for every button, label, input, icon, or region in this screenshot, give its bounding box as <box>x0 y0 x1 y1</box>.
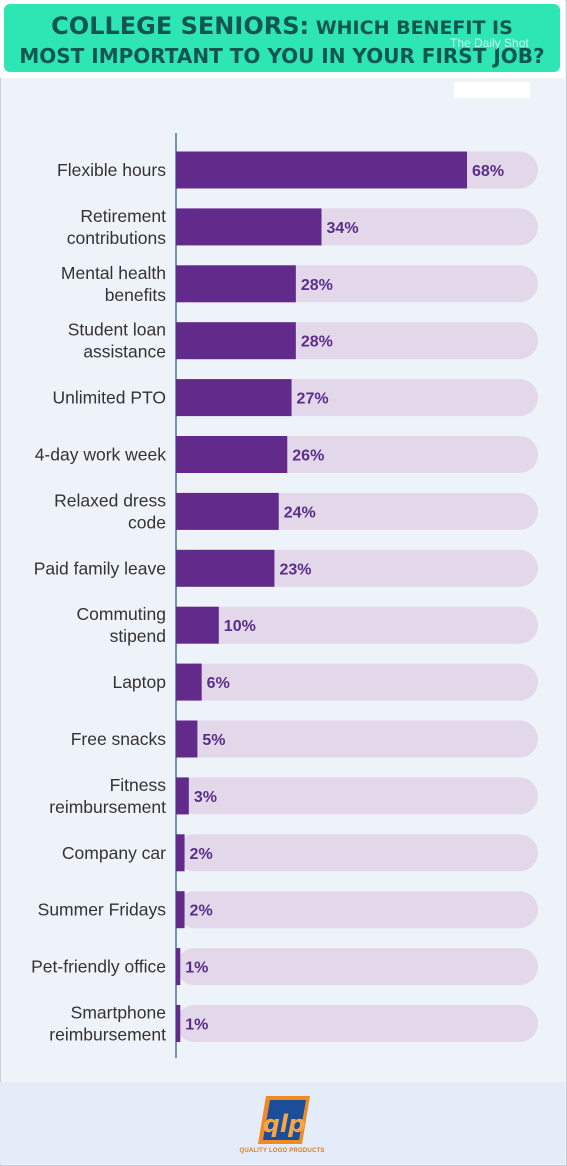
category-label-line: Smartphone <box>71 1003 166 1023</box>
category-label: Free snacks <box>71 729 167 749</box>
watermark: The Daily Shot <box>450 36 529 50</box>
category-label: Company car <box>62 843 166 863</box>
category-label: 4-day work week <box>35 445 167 465</box>
category-label: Summer Fridays <box>38 900 167 920</box>
data-label: 3% <box>194 789 217 806</box>
bar-track <box>176 606 538 644</box>
category-label-line: Paid family leave <box>34 558 166 578</box>
bar <box>176 663 202 701</box>
data-label: 68% <box>472 163 504 180</box>
data-label: 23% <box>279 561 311 578</box>
bar <box>176 720 198 758</box>
category-label-line: stipend <box>110 626 166 646</box>
category-label-line: assistance <box>83 342 166 362</box>
header: COLLEGE SENIORS: WHICH BENEFIT IS MOST I… <box>0 0 565 78</box>
category-label: Mental health benefits <box>61 263 166 305</box>
data-label: 2% <box>190 846 213 863</box>
data-label: 24% <box>284 504 316 521</box>
bar <box>176 436 288 473</box>
bar <box>176 1005 181 1042</box>
data-label: 1% <box>185 960 208 977</box>
category-label-line: Retirement <box>80 206 166 226</box>
category-label-line: Commuting <box>77 604 166 624</box>
category-label-line: reimbursement <box>49 797 166 817</box>
bar <box>176 265 296 303</box>
category-label: Relaxed dress code <box>54 490 166 532</box>
category-label: Fitness reimbursement <box>49 775 166 817</box>
category-label: Laptop <box>112 672 166 692</box>
category-label-line: reimbursement <box>49 1025 166 1045</box>
category-label: Flexible hours <box>57 160 166 180</box>
bar-chart: 68% Flexible hours 34% Retirement contributi… <box>31 133 538 1058</box>
data-label: 26% <box>292 448 324 465</box>
category-label-line: Company car <box>62 843 166 863</box>
bar-track <box>176 777 538 815</box>
bar <box>176 948 181 986</box>
bar-track <box>176 663 538 701</box>
category-label-line: Free snacks <box>71 729 167 749</box>
category-label-line: Fitness <box>110 775 167 795</box>
category-label-line: Unlimited PTO <box>53 388 166 408</box>
logo-mark: qlp <box>263 1110 306 1138</box>
category-label-line: contributions <box>67 228 166 248</box>
bar <box>176 492 279 530</box>
bar <box>176 549 275 587</box>
qlp-logo: qlp QUALITY LOGO PRODUCTS <box>236 1094 328 1160</box>
category-label-line: Laptop <box>112 672 166 692</box>
bar-track <box>176 948 538 986</box>
data-label: 1% <box>185 1017 208 1034</box>
bar <box>176 322 296 360</box>
bar <box>176 891 185 929</box>
category-label-line: Mental health <box>61 263 166 283</box>
bar <box>176 606 219 644</box>
bar-track <box>176 834 538 872</box>
qlp-logo-icon: qlp <box>258 1096 310 1144</box>
bar-track <box>176 720 538 758</box>
bar-track <box>176 1005 538 1042</box>
watermark-box <box>454 82 530 98</box>
category-label-line: Pet-friendly office <box>31 957 166 977</box>
bar <box>176 777 189 815</box>
chart-title-rest: WHICH BENEFIT IS <box>309 17 513 39</box>
category-label: Student loan assistance <box>68 320 166 362</box>
data-label: 28% <box>301 334 333 351</box>
category-label: Unlimited PTO <box>53 388 166 408</box>
category-label: Pet-friendly office <box>31 957 166 977</box>
data-label: 6% <box>207 675 230 692</box>
category-label-line: Flexible hours <box>57 160 166 180</box>
chart-title-line-1: COLLEGE SENIORS: WHICH BENEFIT IS <box>4 12 560 40</box>
chart-title-line-2: MOST IMPORTANT TO YOU IN YOUR FIRST JOB? <box>19 44 545 68</box>
category-label-line: Relaxed dress <box>54 490 166 510</box>
data-label: 10% <box>224 618 256 635</box>
category-label-line: Student loan <box>68 320 166 340</box>
bar <box>176 208 322 246</box>
category-label-line: code <box>128 512 166 532</box>
chart-title-strong: COLLEGE SENIORS: <box>51 12 310 40</box>
data-label: 5% <box>202 732 225 749</box>
data-label: 34% <box>327 220 359 237</box>
category-label-line: benefits <box>105 285 167 305</box>
category-label: Smartphone reimbursement <box>49 1003 166 1045</box>
data-label: 27% <box>297 391 329 408</box>
data-label: 28% <box>301 277 333 294</box>
data-label: 2% <box>190 903 213 920</box>
category-label: Commuting stipend <box>77 604 166 646</box>
category-label-line: 4-day work week <box>35 445 167 465</box>
logo-caption: QUALITY LOGO PRODUCTS <box>239 1148 325 1154</box>
title-band: COLLEGE SENIORS: WHICH BENEFIT IS MOST I… <box>4 4 560 72</box>
bar <box>176 151 468 189</box>
category-label: Paid family leave <box>34 558 166 578</box>
bar <box>176 834 185 872</box>
category-label-line: Summer Fridays <box>38 900 167 920</box>
bar <box>176 379 292 417</box>
bar-track <box>176 891 538 929</box>
category-label: Retirement contributions <box>67 206 166 248</box>
